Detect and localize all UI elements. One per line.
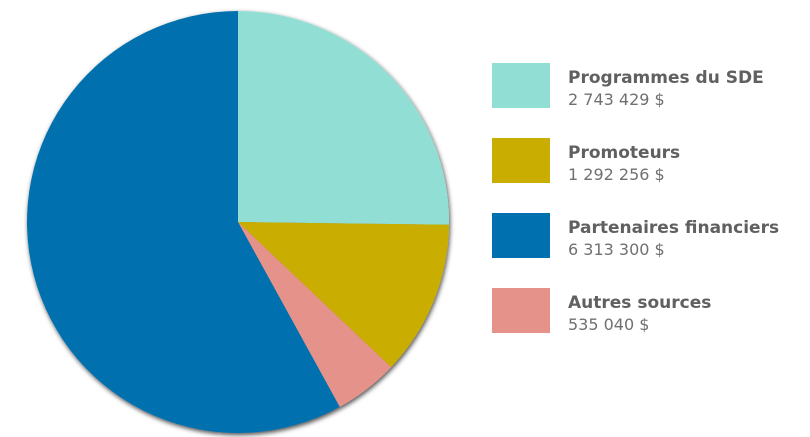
legend-value: 6 313 300 $ <box>568 240 665 259</box>
legend-value: 535 040 $ <box>568 315 649 334</box>
legend-label: Promoteurs <box>568 143 680 163</box>
legend-swatch <box>492 288 550 333</box>
pie-slice <box>27 11 340 433</box>
legend-label: Partenaires financiers <box>568 218 779 238</box>
pie-slice <box>238 11 449 225</box>
legend-swatch <box>492 213 550 258</box>
legend-value: 1 292 256 $ <box>568 165 665 184</box>
pie-slice <box>238 222 449 368</box>
legend-label: Autres sources <box>568 293 711 313</box>
legend-swatch <box>492 63 550 108</box>
legend-swatch <box>492 138 550 183</box>
legend-label: Programmes du SDE <box>568 68 764 88</box>
pie-slice <box>238 222 392 407</box>
pie <box>27 11 449 433</box>
legend-value: 2 743 429 $ <box>568 90 665 109</box>
